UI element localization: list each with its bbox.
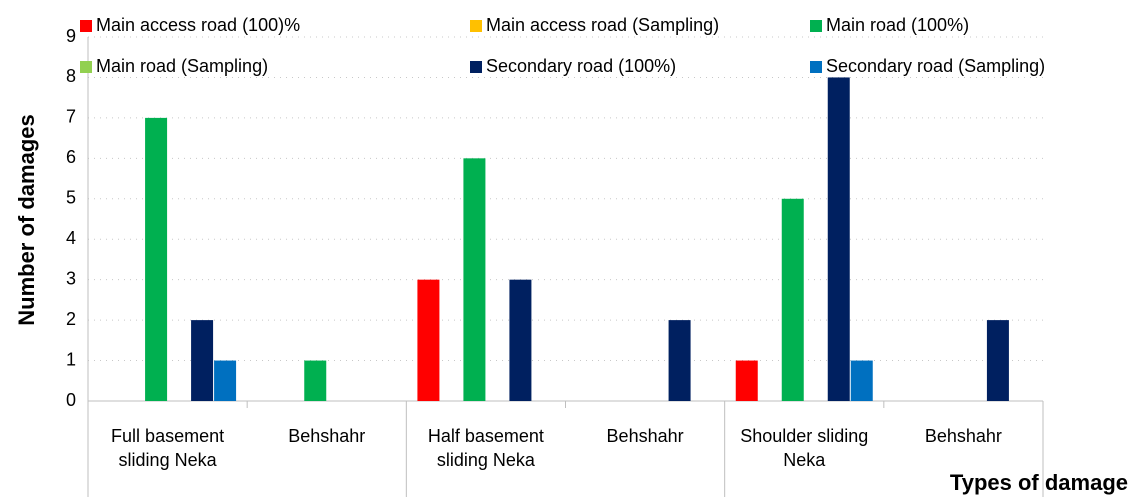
legend-swatch <box>80 20 92 32</box>
x-tick-label: Behshahr <box>606 426 684 446</box>
legend-label: Main road (Sampling) <box>96 56 268 76</box>
legend-swatch <box>470 61 482 73</box>
y-tick-label: 6 <box>66 147 76 167</box>
y-axis-title: Number of damages <box>14 114 39 326</box>
bar <box>463 158 486 401</box>
bar <box>509 279 532 401</box>
bar <box>850 360 873 401</box>
bar <box>304 360 327 401</box>
bar <box>145 117 168 401</box>
y-tick-label: 5 <box>66 188 76 208</box>
legend-swatch <box>810 61 822 73</box>
x-tick-label: Behshahr <box>924 426 1002 446</box>
y-tick-label: 1 <box>66 349 76 369</box>
x-tick-label: Behshahr <box>288 426 366 446</box>
x-axis-title: Types of damage <box>950 470 1128 495</box>
bar <box>735 360 758 401</box>
legend-label: Main road (100%) <box>826 15 969 35</box>
y-tick-label: 9 <box>66 26 76 46</box>
y-tick-label: 4 <box>66 228 76 248</box>
legend-label: Main access road (100)% <box>96 15 300 35</box>
legend-label: Secondary road (Sampling) <box>826 56 1045 76</box>
legend-swatch <box>80 61 92 73</box>
legend-label: Main access road (Sampling) <box>486 15 719 35</box>
bar <box>668 320 691 401</box>
bar <box>827 77 850 401</box>
legend-swatch <box>810 20 822 32</box>
bar <box>191 320 214 401</box>
y-tick-label: 8 <box>66 66 76 86</box>
bar <box>417 279 440 401</box>
y-tick-label: 2 <box>66 309 76 329</box>
legend-swatch <box>470 20 482 32</box>
x-tick-label: Shoulder sliding Neka <box>740 426 869 470</box>
x-tick-label: Half basement sliding Neka <box>427 426 544 470</box>
y-tick-label: 3 <box>66 268 76 288</box>
y-tick-label: 0 <box>66 390 76 410</box>
bar <box>986 320 1009 401</box>
x-tick-label: Full basement sliding Neka <box>111 426 225 470</box>
y-tick-label: 7 <box>66 107 76 127</box>
legend-label: Secondary road (100%) <box>486 56 676 76</box>
bar <box>781 198 804 401</box>
bar <box>214 360 237 401</box>
